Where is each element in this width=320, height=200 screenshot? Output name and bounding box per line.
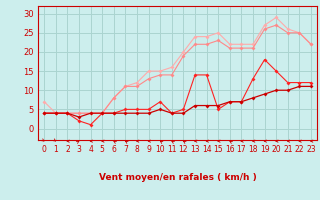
X-axis label: Vent moyen/en rafales ( km/h ): Vent moyen/en rafales ( km/h ) (99, 173, 256, 182)
